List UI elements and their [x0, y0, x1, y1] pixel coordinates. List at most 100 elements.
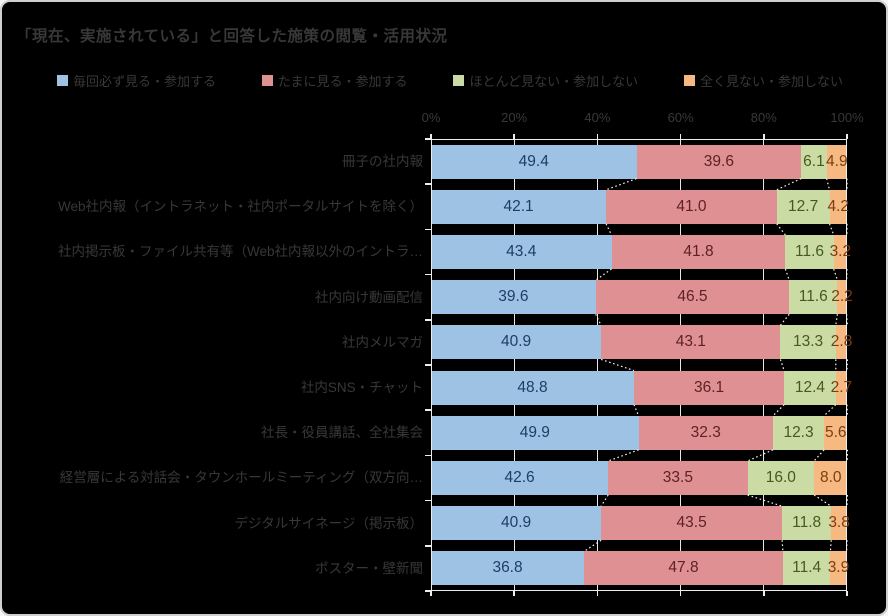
series-line	[828, 223, 835, 236]
series-line	[595, 268, 612, 281]
tick-mark	[425, 183, 431, 185]
tick-mark	[763, 134, 765, 139]
bar-value-label: 5.6	[824, 423, 847, 441]
tick-mark	[425, 319, 431, 321]
bar-segment	[780, 325, 836, 360]
bar-segment	[829, 189, 847, 224]
bar-segment	[611, 235, 786, 269]
legend-item-label: たまに見る・参加する	[277, 73, 408, 89]
series-line	[846, 314, 848, 326]
series-line	[829, 540, 832, 552]
bar-segment	[431, 235, 612, 269]
legend-swatch-icon	[683, 74, 695, 86]
bar-value-label: 11.8	[792, 514, 822, 532]
bar-value-label: 3.9	[827, 559, 850, 577]
series-line	[605, 223, 613, 236]
bar-segment	[801, 144, 827, 179]
series-line	[776, 178, 802, 191]
bar-segment	[638, 415, 773, 450]
bar-value-label: 3.8	[828, 514, 850, 532]
bar-value-label: 42.6	[504, 469, 535, 486]
bar-value-label: 41.0	[676, 197, 707, 215]
legend-item: ほとんど見ない・参加しない	[453, 71, 638, 90]
x-axis-tick-label: 0%	[421, 110, 441, 125]
category-label: ポスター・壁新聞	[315, 560, 423, 576]
category-label: 社長・役員講話、全社集会	[261, 425, 423, 441]
bar-value-label: 4.2	[827, 197, 850, 215]
tick-mark	[679, 134, 682, 139]
bar-value-label: 11.6	[795, 243, 825, 260]
bar-segment	[833, 235, 847, 269]
x-axis-tick-label: 80%	[750, 110, 777, 125]
bar-value-label: 3.2	[829, 243, 852, 260]
series-line	[605, 178, 637, 191]
bar-value-label: 16.0	[765, 469, 796, 486]
tick-mark	[430, 134, 432, 139]
bar-value-label: 2.2	[831, 288, 853, 306]
x-axis-tick-label: 60%	[667, 110, 694, 125]
legend-item: たまに見る・参加する	[261, 71, 408, 90]
series-line	[583, 539, 602, 552]
tick-mark	[425, 409, 431, 411]
series-line	[772, 404, 785, 417]
bar-segment	[782, 506, 832, 541]
series-line	[747, 449, 774, 462]
gridline	[763, 139, 765, 591]
bar-segment	[835, 370, 847, 405]
plot-area: 49.4 39.6 6.1 4.9 42.1 41.0 12.7 4.2 43.4 41.8 11.…	[431, 139, 853, 591]
bar-segment	[782, 551, 831, 586]
bar-value-label: 47.8	[668, 559, 699, 577]
tick-mark	[425, 545, 431, 547]
series-line	[813, 449, 825, 462]
series-line	[633, 404, 640, 417]
category-label: Web社内報（イントラネット・社内ポータルサイトを除く）	[57, 199, 423, 215]
bar-segment	[431, 325, 602, 360]
bar-value-label: 46.5	[677, 288, 708, 306]
bar-value-label: 2.8	[830, 333, 853, 351]
category-label: 社内掲示板・ファイル共有等（Web社内報以外のイントラ…	[57, 244, 423, 260]
bar-segment	[601, 506, 783, 541]
bar-value-label: 39.6	[498, 288, 529, 306]
series-line	[776, 223, 786, 236]
gridline	[513, 139, 515, 591]
series-line	[779, 359, 785, 371]
bar-value-label: 12.3	[783, 423, 814, 441]
tick-mark	[513, 134, 515, 139]
bar-value-label: 6.1	[803, 152, 825, 170]
bar-segment	[431, 189, 607, 224]
series-line	[779, 313, 790, 326]
bar-segment	[431, 461, 609, 495]
bar-value-label: 42.1	[503, 197, 534, 215]
tick-mark	[425, 364, 431, 366]
series-line	[595, 313, 602, 326]
bar-segment	[608, 461, 748, 495]
bar-value-label: 39.6	[703, 152, 734, 170]
legend-swatch-icon	[261, 74, 273, 86]
bar-value-label: 2.7	[830, 378, 853, 396]
bar-value-label: 32.3	[690, 423, 721, 441]
bar-segment	[789, 280, 838, 315]
bar-value-label: 4.9	[826, 152, 848, 170]
category-label: 社内SNS・チャット	[300, 380, 423, 395]
bar-value-label: 49.4	[518, 152, 549, 170]
tick-mark	[425, 273, 431, 276]
series-line	[600, 358, 635, 372]
series-line	[781, 540, 784, 552]
category-label: 冊子の社内報	[342, 154, 423, 169]
bar-segment	[747, 461, 815, 495]
tick-mark	[846, 134, 848, 139]
tick-mark	[425, 138, 431, 140]
tick-mark	[425, 499, 431, 502]
bar-segment	[772, 415, 825, 450]
bar-value-label: 8.0	[819, 469, 842, 486]
category-label: 社内向け動画配信	[315, 289, 423, 305]
legend: 毎回必ず見る・参加する たまに見る・参加する ほとんど見ない・参加しない 全く見ない・…	[57, 71, 843, 90]
bar-value-label: 41.8	[683, 243, 714, 260]
legend-item-label: 毎回必ず見る・参加する	[73, 73, 217, 89]
bar-segment	[431, 415, 639, 450]
bar-value-label: 13.3	[793, 333, 824, 351]
tick-mark	[513, 591, 515, 596]
series-line	[813, 494, 832, 507]
bar-value-label: 43.5	[676, 514, 707, 532]
